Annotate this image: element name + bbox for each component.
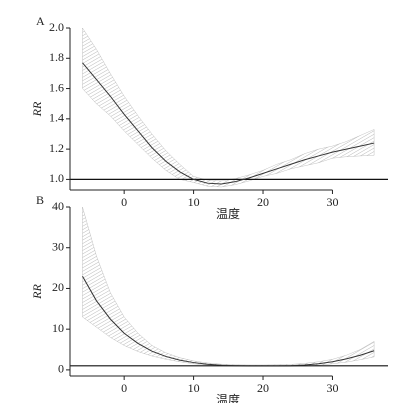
y-tick-label: 40: [52, 199, 64, 213]
panel-label: A: [36, 14, 45, 28]
x-tick-label: 20: [257, 195, 269, 209]
x-tick-label: 20: [257, 381, 269, 395]
x-axis-label: 温度: [216, 206, 240, 221]
y-tick-label: 1.6: [49, 80, 64, 94]
y-tick-label: 1.2: [49, 141, 64, 155]
y-tick-label: 2.0: [49, 20, 64, 34]
y-tick-label: 1.0: [49, 171, 64, 185]
confidence-band: [82, 206, 375, 367]
y-tick-label: 1.4: [49, 111, 64, 125]
x-axis-label: 温度: [216, 392, 240, 403]
y-tick-label: 1.8: [49, 50, 64, 64]
y-tick-label: 20: [52, 280, 64, 294]
y-tick-label: 10: [52, 321, 64, 335]
x-tick-label: 10: [188, 381, 200, 395]
x-tick-label: 0: [121, 195, 127, 209]
x-tick-label: 10: [188, 195, 200, 209]
x-tick-label: 30: [326, 195, 338, 209]
confidence-band: [82, 27, 375, 188]
y-tick-label: 0: [58, 362, 64, 376]
rr-curve: [82, 275, 375, 367]
y-axis-label: RR: [30, 284, 44, 300]
y-axis-label: RR: [30, 101, 44, 117]
x-tick-label: 0: [121, 381, 127, 395]
y-tick-label: 30: [52, 239, 64, 253]
panel-label: B: [36, 193, 44, 207]
rr-curve: [82, 62, 375, 185]
x-tick-label: 30: [326, 381, 338, 395]
